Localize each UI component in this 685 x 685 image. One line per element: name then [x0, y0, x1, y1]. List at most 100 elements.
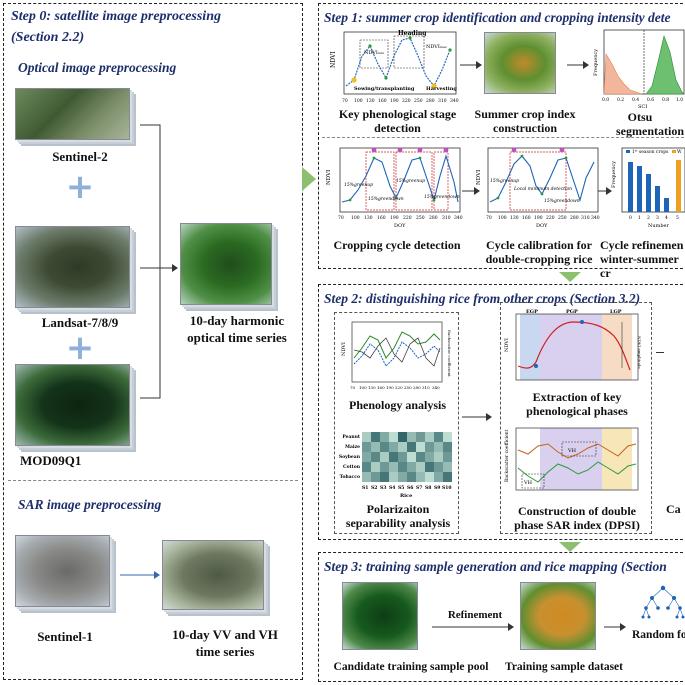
plot3-xticks: 70 100 130 160 190 220 250 280 310 340: [338, 215, 463, 221]
heatmap-cell: [398, 452, 407, 462]
plot1-harvest-label: Harvesting: [426, 86, 457, 92]
heatmap-cell: [371, 452, 380, 462]
heatmap-cell: [362, 472, 371, 482]
heatmap-cell: [425, 432, 434, 442]
phenological-phase-plot: NDVI EGP PGP LGP NDVI amplitude: [504, 309, 642, 381]
sentinel1-image-stack: [15, 535, 110, 607]
pheno-xticks: 70 100 130 160 190 220 250 280 310 340: [350, 385, 440, 390]
extract-label-1: Extraction of key: [532, 390, 622, 404]
dpsi-vhmax-label: VH: [567, 448, 577, 454]
svg-text:340: 340: [454, 215, 463, 221]
heatmap-cell: [425, 442, 434, 452]
svg-text:S2: S2: [371, 485, 377, 491]
svg-text:4: 4: [665, 215, 668, 221]
arrow-to-rf: [604, 623, 626, 631]
random-forest-label: Random fo: [632, 629, 685, 641]
svg-text:S10: S10: [442, 485, 452, 491]
cropping-cycle-label: Cropping cycle detection: [333, 238, 461, 252]
svg-text:Maize: Maize: [345, 444, 360, 450]
plot5-legend1: 1ˢᵗ season crops: [632, 149, 669, 155]
svg-text:190: 190: [386, 385, 394, 390]
svg-text:190: 190: [534, 215, 543, 221]
optical-output-label-2: optical time series: [187, 330, 287, 345]
flow-arrow-down-2: [559, 542, 581, 552]
heatmap-cell: [380, 432, 389, 442]
svg-text:160: 160: [378, 98, 387, 104]
svg-text:0.2: 0.2: [617, 97, 624, 103]
optical-connectors: [140, 124, 178, 399]
sentinel2-label: Sentinel-2: [52, 149, 108, 164]
cycle-refine-label-2: winter-summer cr: [600, 252, 679, 280]
heatmap-cell: [371, 432, 380, 442]
plot1-xticks: 70 100 130 160 190 220 250 280 310 340: [342, 98, 459, 104]
svg-text:0.8: 0.8: [662, 97, 669, 103]
heatmap-cell: [389, 462, 398, 472]
heatmap-cell: [398, 462, 407, 472]
heatmap-cell: [389, 442, 398, 452]
key-pheno-label-1: Key phenological stage: [338, 107, 457, 121]
plot4-xlabel: DOY: [536, 223, 548, 229]
heatmap-cell: [425, 452, 434, 462]
plot4-ylabel: NDVI: [476, 170, 482, 185]
step1-panel: [318, 3, 685, 269]
svg-text:130: 130: [368, 385, 376, 390]
arrow-to-refine: [598, 187, 612, 195]
svg-text:1: 1: [638, 215, 641, 221]
sentinel2-image-stack: [15, 88, 130, 140]
sar-output-label-2: time series: [195, 644, 255, 659]
heatmap-cell: [434, 432, 443, 442]
heat-row-labels: Peanut Maize Soybean Cotton Tobacco: [339, 434, 361, 480]
svg-text:190: 190: [390, 98, 399, 104]
svg-text:70: 70: [342, 98, 348, 104]
modis-label: MOD09Q1: [20, 453, 82, 468]
refinement-label: Refinement: [447, 609, 503, 621]
phenology-analysis-plot: NDVI Backscatter coefficient 70 100 130 160…: [341, 321, 452, 390]
candidate-pool-label: Candidate training sample pool: [333, 661, 489, 673]
svg-text:S4: S4: [389, 485, 395, 491]
candidate-sample-map: [342, 582, 418, 650]
svg-text:5: 5: [676, 215, 679, 221]
plot3-greendown-2: 15%greendown: [424, 194, 460, 200]
svg-text:100: 100: [498, 215, 507, 221]
svg-text:0.4: 0.4: [632, 97, 639, 103]
otsu-label-2: segmentation: [616, 124, 684, 138]
polar-label-1: Polarizaiton: [366, 502, 430, 516]
step0-divider: [8, 480, 298, 481]
heatmap-cell: [425, 472, 434, 482]
step2-right-box: [500, 302, 652, 534]
heatmap-cell: [380, 472, 389, 482]
svg-text:310: 310: [422, 385, 430, 390]
heatmap-cell: [416, 462, 425, 472]
svg-text:340: 340: [450, 98, 459, 104]
polarization-heatmap: Peanut Maize Soybean Cotton Tobacco S1 S2 S3 S4…: [339, 432, 452, 499]
amp-label: NDVI amplitude: [637, 336, 642, 369]
svg-text:1.0: 1.0: [676, 97, 683, 103]
heatmap-cell: [362, 442, 371, 452]
pheno-y2label: Backscatter coefficient: [447, 330, 452, 377]
svg-text:310: 310: [581, 215, 590, 221]
heatmap-cell: [362, 452, 371, 462]
step3-title: Step 3: training sample generation and r…: [324, 559, 667, 574]
svg-text:280: 280: [429, 215, 438, 221]
svg-text:250: 250: [404, 385, 412, 390]
heatmap-cell: [434, 472, 443, 482]
modis-image-stack: [15, 364, 130, 446]
heatmap-cell: [398, 472, 407, 482]
svg-text:Cotton: Cotton: [343, 464, 361, 470]
svg-text:S5: S5: [398, 485, 404, 491]
cycle-calib-label-1: Cycle calibration for: [486, 238, 592, 252]
heatmap-cell: [443, 452, 452, 462]
plot3-ylabel: NDVI: [326, 170, 332, 185]
svg-text:130: 130: [366, 98, 375, 104]
random-forest-tree-icon: [641, 585, 685, 619]
phenology-analysis-label: Phenology analysis: [348, 398, 447, 412]
svg-text:S1: S1: [362, 485, 368, 491]
step1-title: Step 1: summer crop identification and c…: [324, 10, 671, 25]
pgp-label: PGP: [566, 309, 578, 315]
plot1-ylabel: NDVI: [330, 51, 337, 68]
phenology-stage-plot: NDVI Heading NDVIₘᵢₙ NDVIₘₐₓ Sowing/tran…: [330, 30, 459, 104]
svg-text:100: 100: [354, 98, 363, 104]
svg-text:Soybean: Soybean: [339, 454, 361, 460]
plot4-greenup: 15%greenup: [490, 178, 519, 184]
